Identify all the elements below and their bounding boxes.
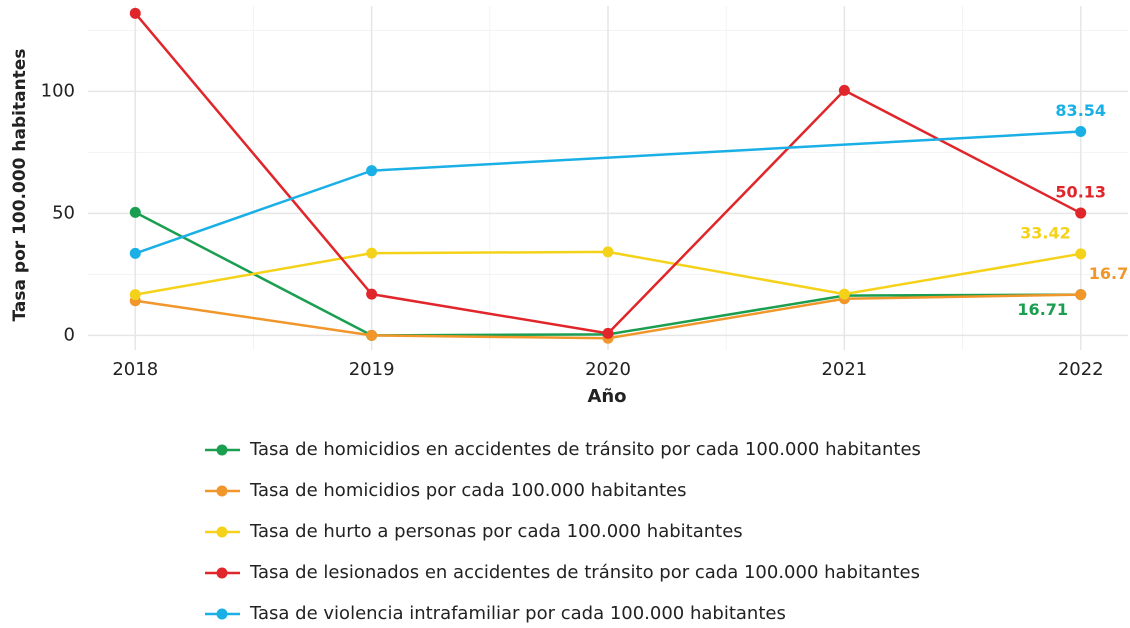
legend-marker <box>216 526 228 538</box>
legend-label: Tasa de homicidios en accidentes de trán… <box>249 439 921 460</box>
data-point <box>129 7 141 19</box>
data-point <box>366 288 378 300</box>
legend-label: Tasa de violencia intrafamiliar por cada… <box>249 603 786 624</box>
legend-marker <box>216 608 228 620</box>
legend-label: Tasa de homicidios por cada 100.000 habi… <box>249 480 686 501</box>
legend-marker <box>216 444 228 456</box>
data-point <box>129 206 141 218</box>
data-point <box>838 84 850 96</box>
data-label: 50.13 <box>1055 183 1106 202</box>
y-tick-label: 100 <box>41 80 75 101</box>
data-point <box>1075 289 1087 301</box>
y-tick-label: 50 <box>52 202 75 223</box>
data-point <box>602 246 614 258</box>
x-tick-label: 2021 <box>821 359 867 380</box>
data-point <box>1075 207 1087 219</box>
x-tick-label: 2019 <box>349 359 395 380</box>
legend-label: Tasa de hurto a personas por cada 100.00… <box>249 521 743 542</box>
x-tick-label: 2022 <box>1058 359 1104 380</box>
legend-marker <box>216 567 228 579</box>
data-point <box>366 165 378 177</box>
x-tick-label: 2018 <box>112 359 158 380</box>
data-point <box>129 289 141 301</box>
data-label: 33.42 <box>1020 223 1071 242</box>
y-tick-label: 0 <box>64 324 75 345</box>
x-tick-label: 2020 <box>585 359 631 380</box>
data-label: 83.54 <box>1055 101 1106 120</box>
data-point <box>1075 248 1087 260</box>
data-point <box>366 329 378 341</box>
data-point <box>602 327 614 339</box>
legend-marker <box>216 485 228 497</box>
legend-label: Tasa de lesionados en accidentes de trán… <box>249 562 920 583</box>
data-label: 16.71 <box>1017 300 1068 319</box>
data-point <box>129 247 141 259</box>
data-label: 16.71 <box>1089 264 1130 283</box>
data-point <box>366 247 378 259</box>
x-axis-title: Año <box>587 386 626 407</box>
y-axis-title: Tasa por 100.000 habitantes <box>10 49 30 322</box>
data-point <box>1075 126 1087 138</box>
data-point <box>838 288 850 300</box>
